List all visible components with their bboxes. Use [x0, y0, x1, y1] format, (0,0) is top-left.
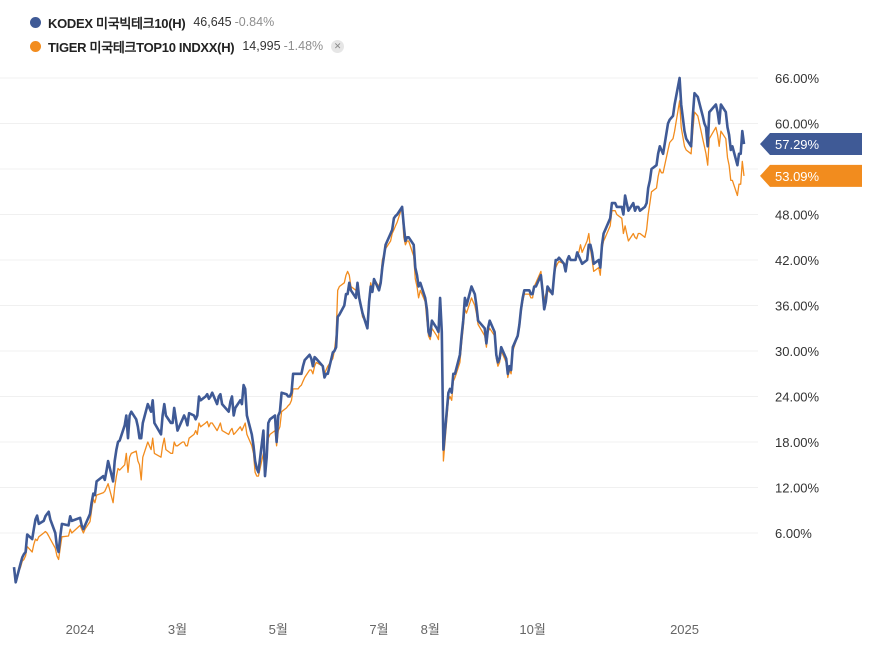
- last-value-badges: 57.29% 53.09%: [760, 133, 862, 187]
- legend-series-name: KODEX 미국빅테크10(H): [48, 15, 186, 31]
- y-tick-label: 6.00%: [775, 526, 812, 541]
- legend-price: 46,645: [193, 15, 232, 29]
- legend-price: 14,995: [242, 39, 281, 53]
- y-tick-label: 18.00%: [775, 435, 820, 450]
- x-tick-label: 10월: [519, 622, 545, 637]
- y-tick-label: 66.00%: [775, 71, 820, 86]
- badge-label: 57.29%: [775, 137, 820, 152]
- series-lines: [12, 76, 746, 584]
- gridlines: [0, 77, 758, 534]
- x-tick-label: 7월: [369, 622, 388, 637]
- close-icon[interactable]: ✕: [331, 39, 345, 53]
- chart-legend: KODEX 미국빅테크10(H) 46,645 -0.84% TIGER 미국테…: [30, 10, 345, 58]
- legend-item-tiger[interactable]: TIGER 미국테크TOP10 INDXX(H) 14,995 -1.48% ✕: [30, 34, 345, 58]
- x-axis-labels: 2024 3월 5월 7월 8월 10월 2025: [66, 622, 699, 637]
- y-tick-label: 24.00%: [775, 390, 820, 405]
- y-tick-label: 60.00%: [775, 117, 820, 132]
- series-line-tiger: [13, 100, 745, 580]
- x-tick-label: 8월: [421, 622, 440, 637]
- x-tick-label: 3월: [168, 622, 187, 637]
- y-tick-label: 42.00%: [775, 253, 820, 268]
- x-tick-label: 5월: [269, 622, 288, 637]
- badge-shape: [760, 133, 862, 156]
- y-tick-label: 48.00%: [775, 208, 820, 223]
- legend-change: -1.48%: [283, 39, 324, 53]
- y-tick-label: 36.00%: [775, 299, 820, 314]
- badge-label: 53.09%: [775, 169, 820, 184]
- series-color-dot: [30, 40, 41, 52]
- last-value-badge-kodex: 57.29%: [760, 133, 862, 156]
- last-value-badge-tiger: 53.09%: [760, 164, 862, 187]
- y-tick-label: 30.00%: [775, 344, 820, 359]
- x-tick-label: 2024: [66, 622, 95, 637]
- badge-shape: [760, 164, 862, 187]
- legend-item-kodex[interactable]: KODEX 미국빅테크10(H) 46,645 -0.84%: [30, 10, 344, 34]
- y-tick-label: 12.00%: [775, 481, 820, 496]
- legend-change: -0.84%: [234, 15, 275, 29]
- series-color-dot: [30, 16, 41, 28]
- x-tick-label: 2025: [670, 622, 699, 637]
- legend-series-name: TIGER 미국테크TOP10 INDXX(H): [48, 39, 235, 55]
- series-line-kodex: [12, 76, 746, 584]
